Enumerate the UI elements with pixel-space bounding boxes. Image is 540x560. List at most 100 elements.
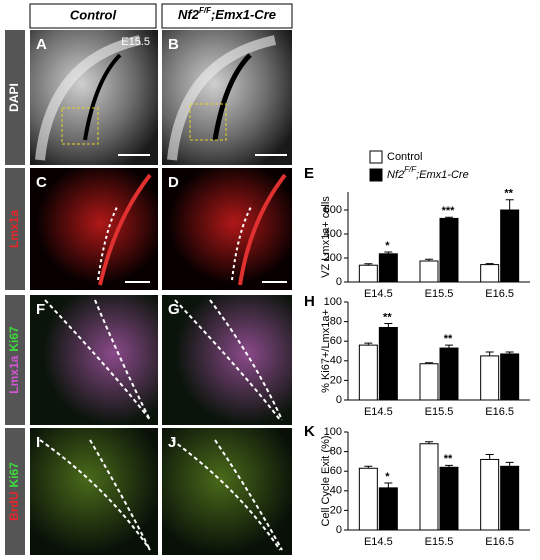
error-bar [384,323,393,328]
error-bar [425,258,433,261]
significance: ** [444,333,453,345]
error-bar [364,263,373,266]
error-bar [445,216,453,219]
error-bar [485,263,494,265]
column-header: Control [70,7,117,22]
panel-label: C [36,174,47,191]
significance: ** [444,453,453,465]
header-suffix: ;Emx1-Cre [211,7,276,22]
y-axis-label: Cell Cycle Exit (%) [320,435,332,526]
error-bar [505,461,514,467]
y-tick-label: 100 [324,426,342,438]
significance: ** [504,188,513,200]
bar [500,209,520,283]
error-bar [384,482,393,488]
y-tick-label: 60 [330,335,342,347]
panel-label: I [36,434,40,451]
error-bar [425,441,433,444]
row-label-part: Lmx1a [7,210,21,248]
row-label-box [5,428,25,555]
bar [500,353,520,401]
x-tick-label: E15.5 [425,406,454,418]
bar [480,458,500,531]
y-tick-label: 200 [324,252,342,264]
row-label: BrdU Ki67 [7,462,21,521]
y-tick-label: 60 [330,465,342,477]
y-axis-label: VZ Lmx1a+ cells [320,196,332,278]
y-tick-label: 20 [330,504,342,516]
bar [439,347,459,401]
y-tick-label: 80 [330,446,342,458]
row-label: DAPI [7,83,21,112]
row-label-part: Ki67 [7,326,21,352]
row-label-part: Lmx1a [7,355,21,393]
y-tick-label: 40 [330,355,342,367]
error-bar [445,464,453,468]
significance: * [385,240,390,252]
header-box [29,3,157,29]
header-gene: Nf2 [178,7,200,22]
row-label: Lmx1a [7,210,21,248]
bar [378,253,398,283]
legend-label: Nf2F/F;Emx1-Cre [387,165,469,181]
row-label: Lmx1a Ki67 [7,326,21,394]
header-box [161,3,293,29]
legend-label: Control [387,151,422,163]
bar [480,355,500,401]
significance: *** [442,205,456,217]
bar [439,466,459,531]
error-bar [505,351,514,354]
micrographs [30,30,292,555]
bar [480,264,500,283]
error-bar [384,251,393,254]
bar [419,363,439,401]
error-bar [364,342,373,346]
y-tick-label: 20 [330,374,342,386]
x-tick-label: E14.5 [364,406,393,418]
x-tick-label: E15.5 [425,288,454,300]
y-tick-label: 100 [324,296,342,308]
x-tick-label: E16.5 [485,536,514,548]
row-label-part: Ki67 [7,462,21,488]
bar [358,467,378,531]
row-label-box [5,30,25,165]
legend-name: Nf2 [387,169,404,181]
header-superscript: F/F [199,6,212,15]
x-tick-label: E14.5 [364,288,393,300]
panel-label: A [36,36,47,53]
x-tick-label: E16.5 [485,288,514,300]
panel-label: K [304,423,315,440]
error-bar [485,454,494,460]
legend-suffix: ;Emx1-Cre [416,169,469,181]
row-label-part: BrdU [7,492,21,521]
panel-label: G [168,301,180,318]
bar [419,260,439,283]
panel-label: B [168,36,179,53]
y-axis-label: % Ki67+/Lmx1a+ [320,309,332,393]
significance: ** [383,311,392,323]
legend-superscript: F/F [404,165,417,174]
y-tick-label: 0 [336,394,342,406]
legend-name: Control [387,151,422,163]
legend-swatch [369,150,383,164]
bar [500,465,520,531]
error-bar [364,465,373,469]
error-bar [445,344,453,349]
y-tick-label: 600 [324,204,342,216]
bar [358,344,378,401]
row-label-box [5,168,25,290]
row-label-part: DAPI [7,83,21,112]
stage-label: E15.5 [121,36,150,48]
error-bar [505,199,514,210]
y-tick-label: 0 [336,524,342,536]
y-tick-label: 40 [330,485,342,497]
bar [378,487,398,531]
panel-label: J [168,434,176,451]
column-header: Nf2F/F;Emx1-Cre [178,6,276,22]
panel-label: E [304,165,314,182]
bar [419,443,439,531]
significance: * [385,471,390,483]
panel-label: H [304,293,315,310]
y-tick-label: 80 [330,316,342,328]
